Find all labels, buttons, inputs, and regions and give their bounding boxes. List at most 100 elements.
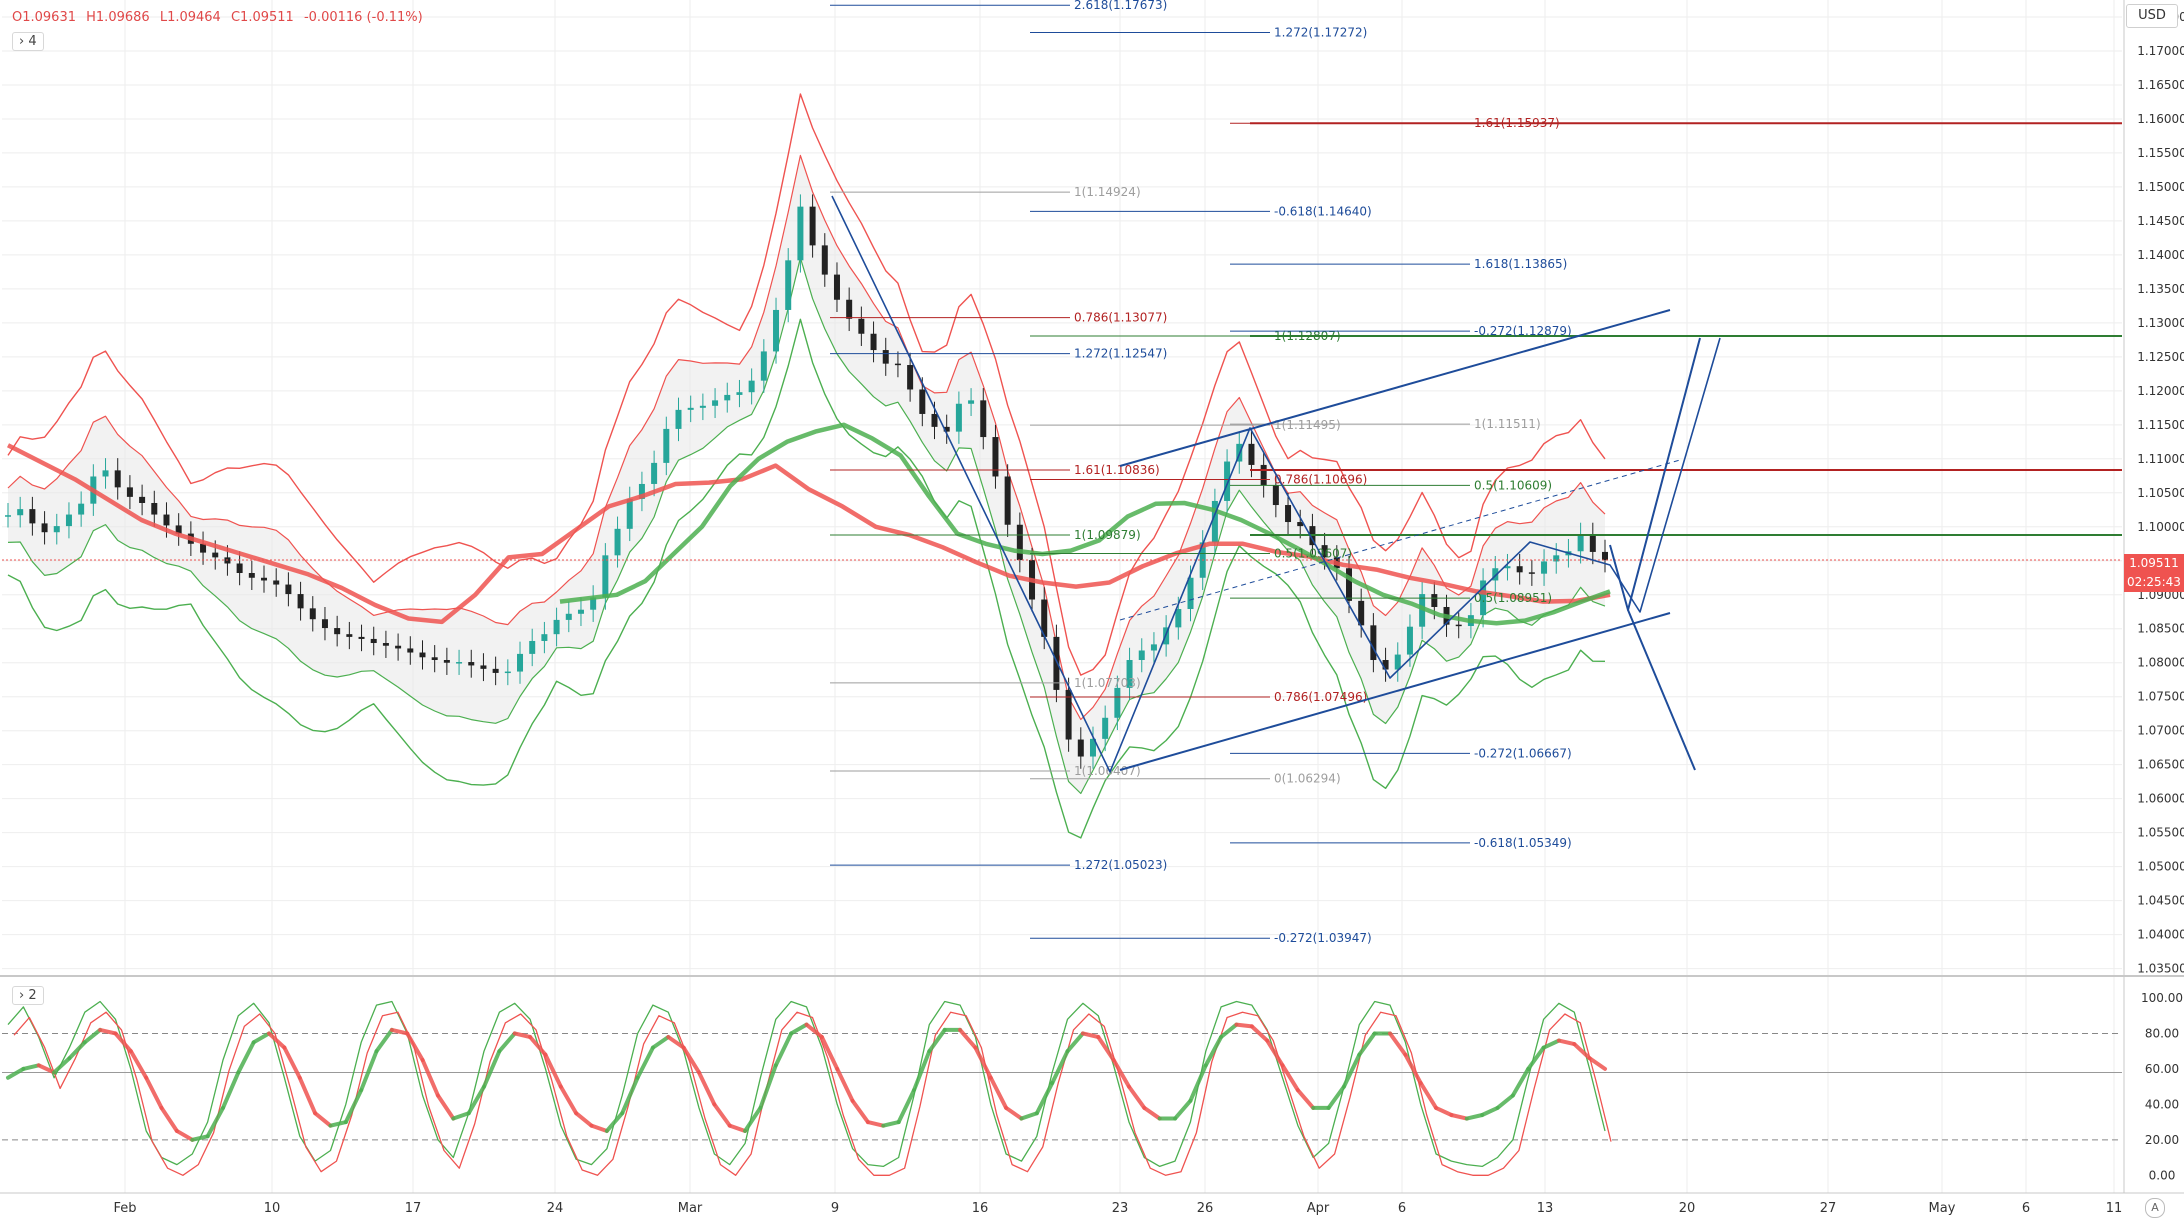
candle-body: [1150, 644, 1157, 651]
osc-slow-segment: [850, 1098, 870, 1125]
candle-body: [1358, 600, 1365, 626]
time-tick-label: May: [1929, 1201, 1956, 1216]
osc-slow-segment: [190, 1134, 210, 1142]
price-tick-label: 1.10500: [2137, 486, 2184, 500]
fib-level-label: 1(1.11495): [1274, 418, 1341, 432]
fib-level-label: 1.272(1.17272): [1274, 25, 1367, 39]
main-pane-count: 4: [28, 34, 37, 49]
candle-body: [1406, 626, 1413, 655]
osc-slow-segment: [389, 1027, 410, 1036]
osc-slow-segment: [128, 1049, 149, 1080]
candle-body: [553, 619, 560, 635]
ohlc-legend: O1.09631 H1.09686 L1.09464 C1.09511 -0.0…: [12, 10, 429, 25]
osc-slow-segment: [21, 1063, 41, 1071]
fib-level-label: 1.272(1.12547): [1074, 347, 1167, 361]
projection-down-line: [1627, 609, 1696, 771]
fib-level-label: 1(1.14924): [1074, 185, 1141, 199]
fib-level-label: -0.272(1.12879): [1474, 324, 1572, 338]
candle-body: [1541, 561, 1548, 574]
candle-body: [1248, 443, 1255, 465]
candle-body: [1553, 555, 1560, 562]
osc-tick-label: 60.00: [2145, 1062, 2179, 1076]
price-tick-label: 1.12000: [2137, 384, 2184, 398]
candle-body: [1089, 738, 1096, 757]
fib-level-label: -0.272(1.03947): [1274, 931, 1372, 945]
candle-body: [346, 634, 353, 637]
time-tick-label: 10: [264, 1201, 281, 1216]
channel-upper-line: [1119, 309, 1671, 467]
fib-level-label: 0.5(1.08951): [1474, 591, 1552, 605]
candle-body: [175, 525, 182, 534]
time-tick-label: 17: [405, 1201, 422, 1216]
time-tick-label: 23: [1112, 1201, 1129, 1216]
main-pane-collapse-button[interactable]: › 4: [12, 32, 44, 51]
osc-slow-segment: [405, 1031, 425, 1063]
candle-body: [699, 405, 706, 408]
price-tick-label: 1.08500: [2137, 622, 2184, 636]
osc-slow-segment: [1587, 1056, 1607, 1071]
candle-body: [1528, 572, 1535, 574]
osc-pane-collapse-button[interactable]: › 2: [12, 986, 44, 1005]
candle-body: [1504, 566, 1511, 569]
price-tick-label: 1.13000: [2137, 316, 2184, 330]
fib-level-label: 1.272(1.05023): [1074, 858, 1167, 872]
candle-body: [541, 634, 548, 641]
candle-body: [846, 299, 853, 319]
osc-slow-segment: [359, 1049, 379, 1093]
low-value: L1.09464: [159, 10, 221, 25]
candle-body: [1065, 689, 1072, 740]
osc-slow-segment: [1080, 1031, 1101, 1039]
osc-slow-segment: [589, 1123, 609, 1133]
osc-slow-segment: [82, 1027, 103, 1045]
time-tick-label: 6: [1398, 1201, 1406, 1216]
osc-slow-segment: [896, 1088, 916, 1125]
osc-slow-segment: [712, 1102, 732, 1128]
time-tick-label: Feb: [113, 1201, 136, 1216]
osc-slow-segment: [313, 1111, 333, 1128]
osc-slow-segment: [650, 1035, 671, 1050]
osc-slow-segment: [773, 1031, 794, 1068]
candle-body: [370, 638, 377, 644]
osc-slow-segment: [67, 1040, 87, 1061]
osc-slow-segment: [1019, 1111, 1039, 1121]
auto-scale-button[interactable]: A: [2145, 1198, 2165, 1218]
high-value: H1.09686: [86, 10, 150, 25]
osc-slow-segment: [1572, 1042, 1592, 1061]
price-tick-label: 1.04500: [2137, 894, 2184, 908]
candle-body: [529, 640, 536, 654]
price-tick-label: 1.11500: [2137, 418, 2184, 432]
fib-level-label: 2.618(1.17673): [1074, 0, 1167, 12]
osc-slow-segment: [1142, 1105, 1162, 1121]
candle-body: [334, 628, 341, 635]
candle-body: [212, 552, 219, 558]
candle-body: [1004, 476, 1011, 525]
channel-fill: [8, 155, 1605, 794]
price-tick-label: 1.14000: [2137, 248, 2184, 262]
candle-body: [773, 309, 780, 352]
price-tick-label: 1.06500: [2137, 758, 2184, 772]
osc-slow-segment: [1203, 1035, 1224, 1068]
lower-band-inner: [7, 257, 1606, 795]
currency-button[interactable]: USD: [2126, 4, 2178, 28]
osc-slow-segment: [1188, 1063, 1208, 1103]
osc-slow-segment: [251, 1031, 272, 1045]
fib-level-label: 1.61(1.15937): [1474, 116, 1560, 130]
price-tick-label: 1.05000: [2137, 860, 2184, 874]
osc-slow-segment: [1219, 1022, 1239, 1039]
osc-slow-segment: [927, 1027, 947, 1054]
candle-body: [1345, 568, 1352, 601]
candle-body: [1102, 717, 1109, 739]
candle-body: [858, 318, 865, 334]
candle-body: [870, 333, 877, 351]
candle-body: [419, 652, 426, 658]
osc-slow-segment: [1234, 1022, 1254, 1029]
candle-body: [285, 584, 292, 595]
candle-body: [200, 543, 207, 553]
candle-body: [358, 636, 365, 639]
osc-slow-segment: [1464, 1113, 1485, 1121]
candle-body: [651, 462, 658, 484]
osc-slow-segment: [727, 1123, 748, 1133]
bar-countdown: 02:25:43: [2124, 573, 2184, 592]
